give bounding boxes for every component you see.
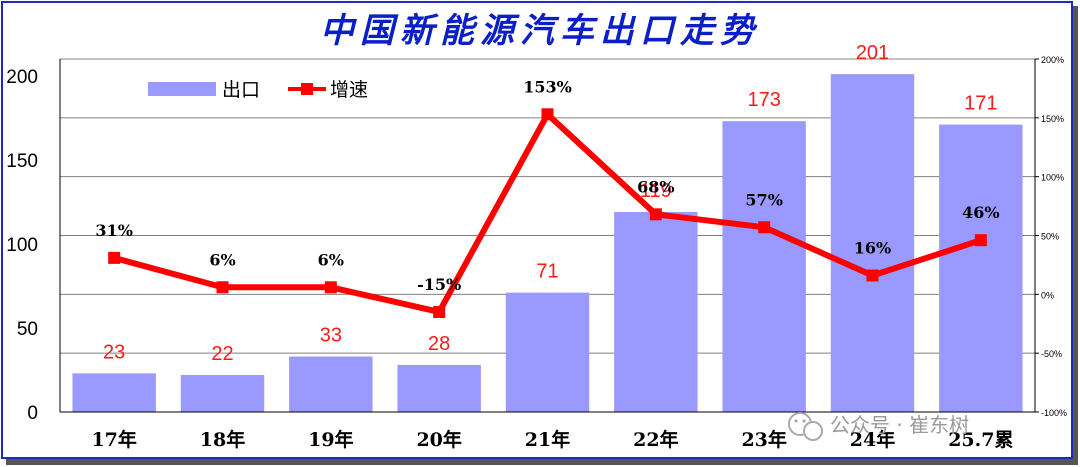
- growth-value-label: -15%: [417, 275, 461, 294]
- right-tick-label: -100%: [1041, 408, 1067, 418]
- bar-value-label: 119: [640, 180, 672, 202]
- bar: [722, 121, 806, 412]
- category-label: 24年: [850, 428, 895, 451]
- bar-value-labels: 23 22 33 28 71 119 173 201 171: [103, 42, 997, 365]
- category-label: 21年: [525, 428, 570, 451]
- chart-title: 中国新能源汽车出口走势: [320, 11, 760, 51]
- growth-value-label: 31%: [95, 221, 132, 240]
- bar-value-label: 33: [320, 325, 342, 347]
- bar: [397, 364, 481, 412]
- bar-value-label: 71: [536, 261, 558, 283]
- bar: [830, 74, 915, 412]
- right-tick-label: 150%: [1041, 114, 1064, 124]
- growth-value-label: 6%: [318, 250, 344, 269]
- right-axis-ticks: -100% -50% 0% 50% 100% 150% 200%: [1035, 55, 1067, 418]
- growth-point: [108, 251, 121, 264]
- left-axis-ticks: 0 50 100 150 200: [6, 67, 38, 424]
- category-label: 18年: [200, 428, 245, 451]
- bar-value-label: 22: [211, 343, 233, 365]
- growth-point: [433, 305, 446, 318]
- right-tick-label: 100%: [1041, 173, 1064, 183]
- left-tick-label: 0: [27, 403, 38, 424]
- category-label: 17年: [91, 428, 136, 451]
- growth-point: [866, 269, 879, 282]
- bar: [614, 211, 698, 412]
- bar-value-label: 171: [964, 93, 997, 115]
- growth-point: [216, 281, 229, 294]
- growth-value-label: 46%: [962, 203, 999, 222]
- growth-value-label: 68%: [637, 177, 674, 196]
- bar: [289, 356, 373, 412]
- category-axis: 17年 18年 19年 20年 21年 22年 23年 24年 25.7累: [91, 428, 1013, 451]
- bar: [505, 292, 590, 412]
- wechat-icon: [788, 412, 823, 441]
- right-tick-label: 0%: [1041, 290, 1054, 300]
- legend-bar-label: 出口: [222, 79, 260, 101]
- legend-bar-swatch: [148, 82, 216, 96]
- bar: [180, 375, 265, 412]
- bar-value-label: 173: [747, 89, 780, 111]
- category-label: 22年: [633, 428, 678, 451]
- legend-line-label: 增速: [330, 79, 368, 101]
- left-tick-label: 200: [6, 67, 38, 88]
- category-label: 23年: [741, 428, 786, 451]
- bar: [72, 373, 156, 412]
- right-tick-label: 200%: [1041, 55, 1064, 65]
- category-label: 19年: [308, 428, 353, 451]
- watermark-text: 公众号 · 崔东树: [830, 413, 969, 437]
- growth-value-label: 153%: [523, 77, 572, 96]
- growth-point: [324, 281, 337, 294]
- growth-point: [649, 208, 662, 221]
- right-tick-label: 50%: [1041, 232, 1059, 242]
- watermark: 公众号 · 崔东树: [788, 412, 969, 441]
- bar-value-label: 201: [856, 42, 889, 64]
- bar: [939, 124, 1023, 413]
- growth-value-label: 6%: [209, 250, 235, 269]
- line-value-labels: 31% 6% 6% -15% 153% 68% 57% 16% 46%: [95, 77, 999, 294]
- left-tick-label: 150: [6, 151, 38, 172]
- category-label: 20年: [416, 428, 461, 451]
- growth-value-label: 16%: [854, 239, 891, 258]
- growth-value-label: 57%: [745, 190, 782, 209]
- left-tick-label: 50: [17, 319, 38, 340]
- growth-point: [758, 221, 771, 234]
- legend: 出口 增速: [148, 79, 368, 101]
- right-tick-label: -50%: [1041, 349, 1062, 359]
- category-label: 25.7累: [948, 429, 1013, 451]
- bar-value-label: 23: [103, 341, 125, 363]
- bar-value-label: 28: [428, 333, 450, 355]
- left-tick-label: 100: [6, 235, 38, 256]
- legend-line-marker: [301, 83, 313, 95]
- bar-series: [72, 74, 1023, 413]
- line-series: [108, 108, 987, 318]
- growth-point: [974, 234, 987, 247]
- growth-point: [541, 108, 554, 121]
